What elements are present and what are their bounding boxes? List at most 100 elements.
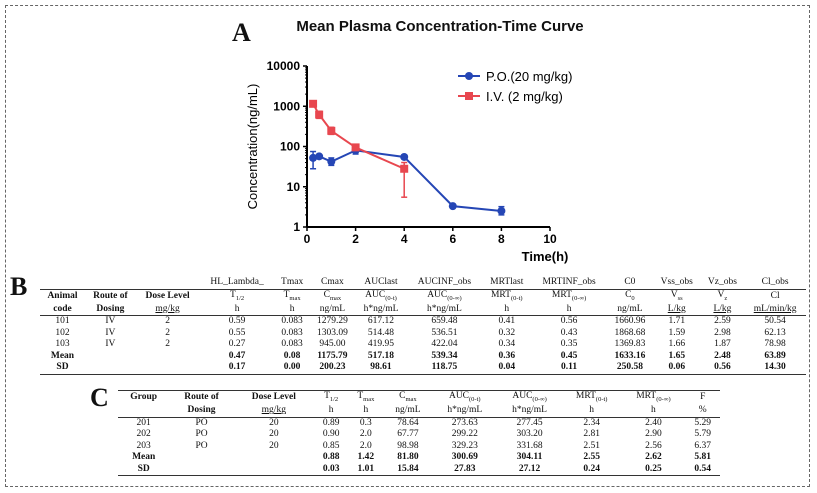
table-cell: 0.36	[498, 350, 516, 361]
header-subscript: ss	[677, 294, 683, 302]
table-cell: C0	[606, 288, 653, 304]
table-cell: 203	[136, 440, 151, 451]
table-cell: 20	[233, 416, 314, 430]
table-cell: h*ng/mL	[447, 405, 483, 416]
table-cell: MRT(0-t)	[561, 390, 622, 406]
header-subscript: (0-∞)	[532, 395, 547, 403]
table-cell: 0.03	[313, 463, 349, 477]
table-cell: 20	[269, 440, 279, 451]
table-cell: 2.34	[561, 416, 622, 430]
table-cell: Tmax	[348, 390, 384, 406]
table-cell: 250.58	[606, 362, 653, 375]
header-label: F	[700, 392, 706, 403]
header-label: T	[357, 391, 364, 401]
table-cell: 202	[136, 429, 151, 440]
panel-label-a: A	[232, 18, 251, 47]
table-cell: AUClast	[364, 277, 398, 287]
table-cell: 0.45	[560, 350, 578, 361]
table-cell: 0.04	[482, 362, 532, 375]
table-cell	[233, 463, 314, 477]
table-cell: 0.32	[498, 327, 516, 338]
table-cell: h*ng/mL	[363, 303, 399, 314]
table-cell: mg/kg	[261, 405, 286, 416]
header-subscript: max	[363, 395, 375, 403]
header-label: Animal	[47, 290, 78, 301]
table-cell: AUC(0-∞)	[406, 288, 483, 304]
table-cell: 2	[165, 327, 170, 338]
table-cell: 2.81	[583, 429, 600, 440]
x-tick-label: 10	[543, 232, 557, 246]
units-row: code Dosing mg/kg h h ng/mL h*ng/mL h*ng/mL h h ng…	[40, 304, 806, 316]
panel-label-b: B	[10, 272, 28, 301]
data-point	[497, 206, 506, 215]
table-cell: Cl_obs	[761, 277, 789, 287]
table-cell: 0.06	[652, 362, 701, 375]
header-subscript: (0-∞)	[656, 395, 671, 403]
table-cell: 0.47	[228, 350, 246, 361]
table-cell: 539.34	[431, 350, 458, 361]
table-cell: AUC(0-t)	[355, 288, 407, 304]
table-cell: Cmax	[309, 288, 356, 304]
header-subscript: 0	[631, 294, 635, 302]
table-cell: T1/2	[199, 288, 275, 304]
table-cell: PO	[169, 416, 234, 430]
x-tick-label: 2	[352, 232, 359, 246]
table-cell: 63.89	[764, 350, 786, 361]
table-cell: 2	[165, 339, 170, 350]
table-cell: 67.77	[397, 429, 419, 440]
table-cell: AUCINF_obs	[417, 277, 472, 287]
table-cell	[84, 362, 136, 375]
table-cell: 0.24	[561, 463, 622, 477]
header-label: C	[399, 391, 406, 401]
table-cell: 2	[135, 315, 200, 328]
header-subscript: (0-t)	[511, 294, 523, 302]
y-axis-label: Concentration(ng/mL)	[245, 84, 260, 210]
header-subscript: 1/2	[329, 395, 339, 403]
data-point	[315, 152, 324, 161]
table-cell: Route of	[169, 390, 234, 406]
header-label: V	[670, 289, 678, 300]
table-cell: code	[53, 303, 72, 314]
header-label: MRT	[490, 289, 511, 300]
table-cell: 0.11	[531, 362, 607, 375]
table-cell: 5.81	[694, 452, 712, 463]
table-cell: h	[289, 303, 295, 314]
table-cell: 118.75	[406, 362, 483, 375]
table-cell: 0.17	[199, 362, 275, 375]
table-cell: 0.083	[281, 327, 303, 338]
table-cell: Vz	[700, 288, 745, 304]
header-label: AUC	[512, 391, 533, 401]
table-cell: 0.54	[685, 463, 720, 477]
y-tick-label: 1000	[273, 99, 300, 113]
legend-label: P.O.(20 mg/kg)	[486, 69, 572, 84]
table-cell	[85, 277, 136, 289]
header-subscript: (0-∞)	[447, 294, 462, 302]
header-label: Cl	[770, 290, 780, 301]
table-cell: Vz_obs	[707, 277, 737, 287]
table-cell: MRT(0-t)	[482, 288, 532, 304]
header-subscript: max	[329, 294, 342, 302]
table-cell: Dose Level	[135, 288, 200, 304]
header-label: AUC	[427, 289, 448, 300]
table-cell: 419.95	[367, 339, 395, 350]
table-cell: Animal	[40, 288, 85, 304]
table-cell: PO	[195, 440, 208, 451]
table-cell: T1/2	[313, 390, 349, 406]
table-cell: 300.69	[451, 452, 478, 463]
table-cell: MRT(0-∞)	[621, 390, 686, 406]
table-cell: 0.08	[283, 350, 301, 361]
table-cell: AUC(0-t)	[432, 390, 498, 406]
table-cell: 0.34	[498, 339, 516, 350]
table-cell: 517.18	[367, 350, 395, 361]
table-cell: 5.29	[685, 416, 720, 430]
table-cell: ng/mL	[395, 405, 421, 416]
iv-pk-table: HL_Lambda_ Tmax Cmax AUClast AUCINF_obs MRTla…	[40, 277, 806, 375]
table-cell: Vss_obs	[660, 277, 693, 287]
header-label: Group	[130, 392, 158, 403]
y-tick-label: 10000	[267, 59, 301, 73]
table-cell: Cmax	[321, 277, 344, 287]
table-cell: 1660.96	[606, 315, 653, 328]
table-cell: Cmax	[383, 390, 433, 406]
table-cell: h	[589, 405, 595, 416]
header-label: Route of	[93, 290, 128, 301]
